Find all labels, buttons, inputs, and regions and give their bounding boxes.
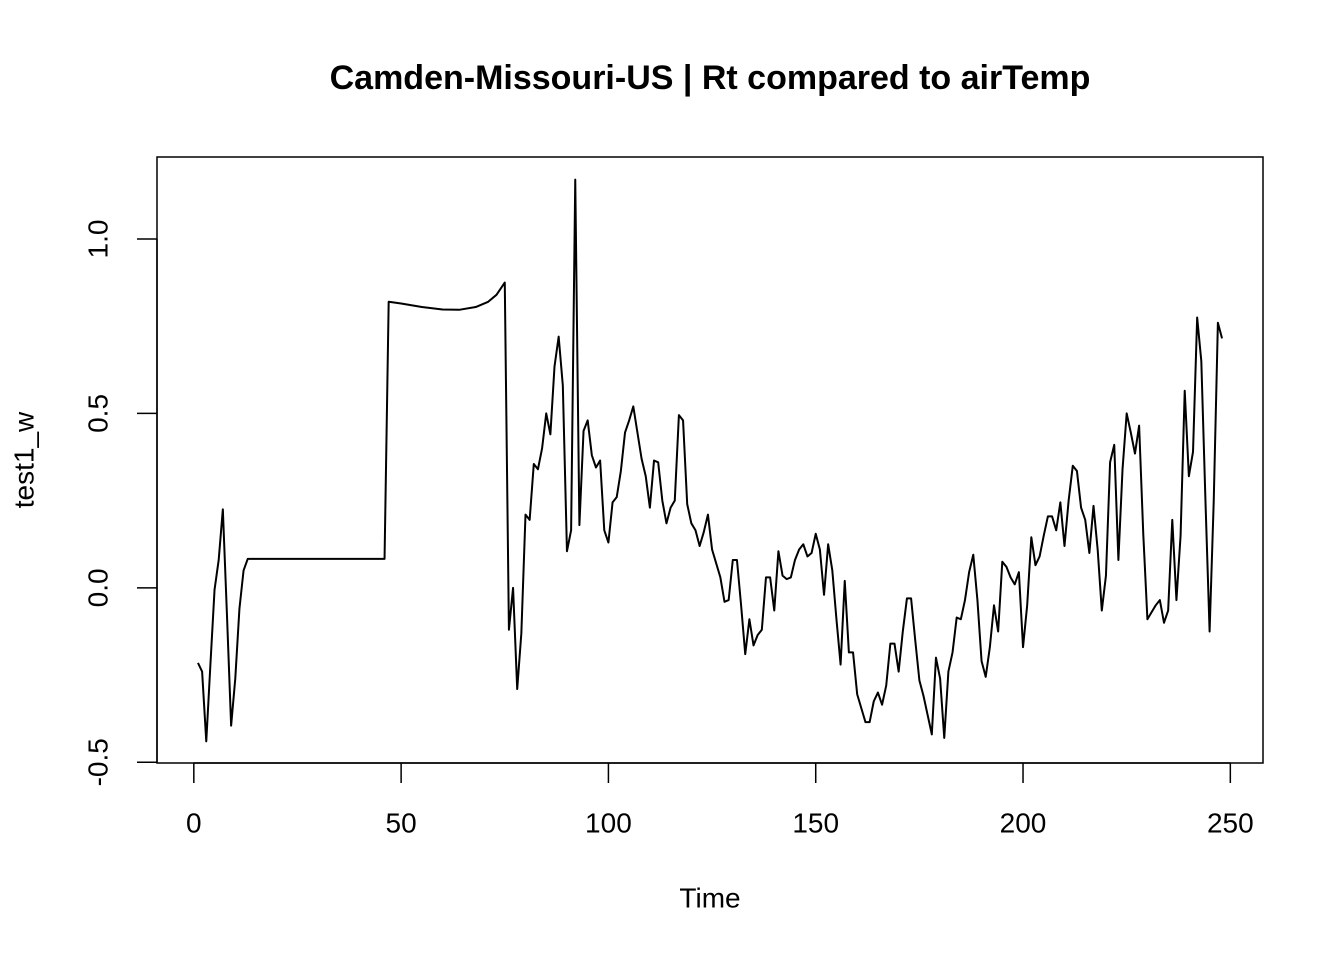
- plot-frame: [156, 156, 1264, 764]
- x-tick-label: 50: [386, 807, 417, 838]
- x-tick-label: 100: [585, 807, 632, 838]
- data-line: [197, 178, 1224, 743]
- y-tick-label: 0.5: [82, 394, 113, 433]
- x-tick-label: 150: [792, 807, 839, 838]
- x-axis-label: Time: [679, 882, 740, 913]
- y-tick-label: 1.0: [82, 220, 113, 259]
- x-tick-label: 200: [1000, 807, 1047, 838]
- x-tick-label: 250: [1207, 807, 1254, 838]
- y-axis-label: test1_w: [8, 411, 39, 508]
- x-tick-label: 0: [186, 807, 202, 838]
- chart-title: Camden-Missouri-US | Rt compared to airT…: [330, 59, 1091, 97]
- y-tick-label: 0.0: [82, 568, 113, 607]
- y-tick-label: -0.5: [82, 738, 113, 786]
